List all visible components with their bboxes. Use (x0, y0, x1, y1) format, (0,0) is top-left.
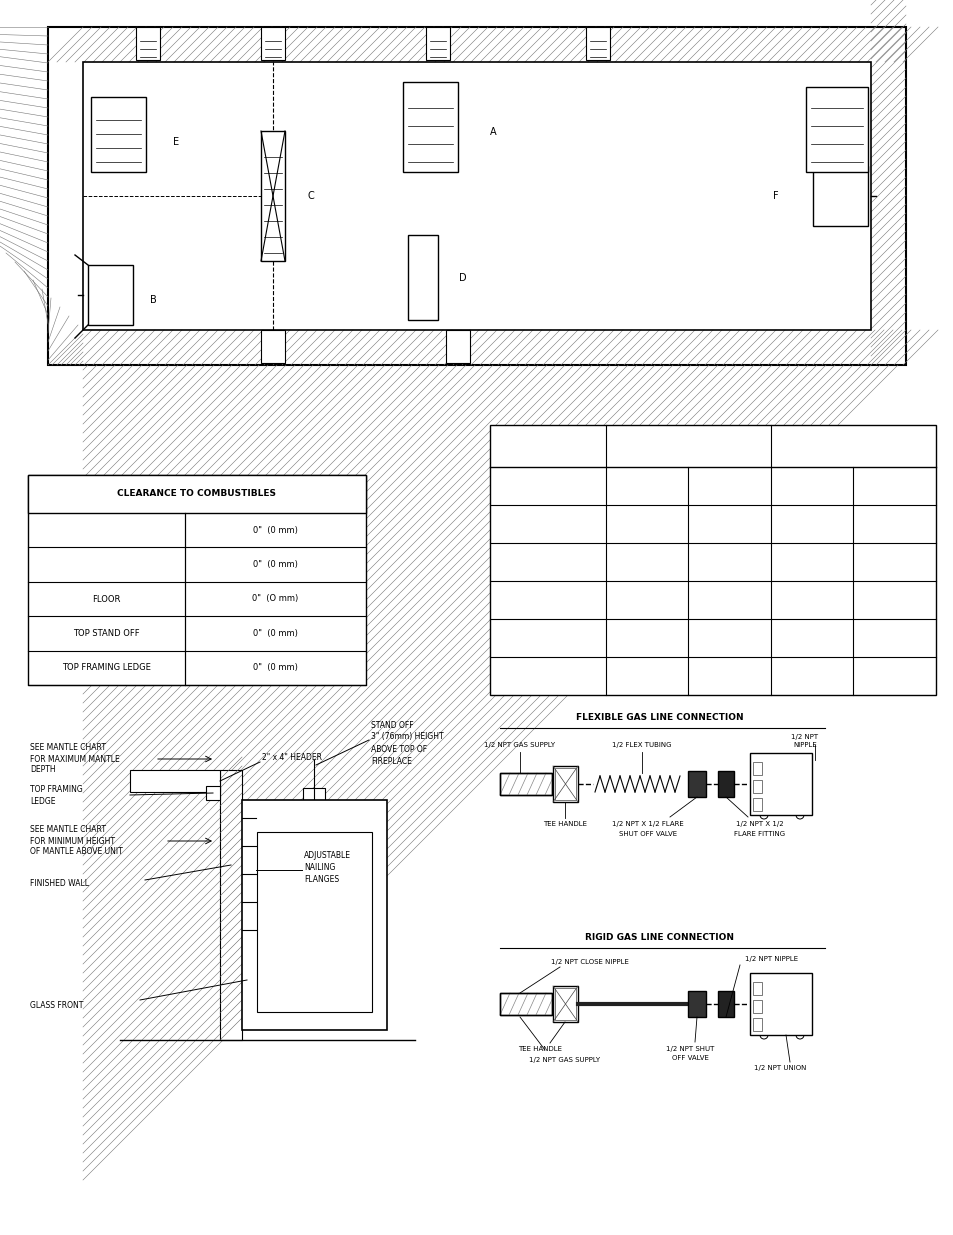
Bar (752, 1000, 761, 1013)
Text: SEE MANTLE CHART: SEE MANTLE CHART (30, 825, 106, 835)
Text: OFF VALVE: OFF VALVE (671, 1055, 708, 1061)
Bar (499, 993, 552, 1015)
Text: D: D (458, 273, 466, 283)
Text: 1/2 NPT GAS SUPPLY: 1/2 NPT GAS SUPPLY (529, 1057, 600, 1063)
Text: 0"  (0 mm): 0" (0 mm) (253, 561, 297, 569)
Text: 1/2 NPT NIPPLE: 1/2 NPT NIPPLE (744, 956, 798, 962)
Text: 1/2 NPT UNION: 1/2 NPT UNION (753, 1065, 805, 1071)
Bar (812, 165, 867, 226)
Text: B: B (150, 295, 156, 305)
Text: F: F (772, 191, 778, 201)
Text: STAND OFF: STAND OFF (371, 720, 414, 730)
Bar (136, 27, 160, 61)
Bar (490, 425, 935, 695)
Bar (749, 753, 811, 815)
Bar (446, 330, 470, 363)
Text: 1/2 NPT X 1/2: 1/2 NPT X 1/2 (736, 821, 783, 827)
Bar (303, 788, 325, 800)
Text: FLANGES: FLANGES (304, 874, 338, 883)
Text: 1/2 NPT GAS SUPPLY: 1/2 NPT GAS SUPPLY (484, 742, 555, 748)
Text: 0"  (0 mm): 0" (0 mm) (253, 663, 297, 672)
Text: TOP FRAMING: TOP FRAMING (30, 785, 83, 794)
Bar (426, 27, 450, 61)
Text: C: C (307, 191, 314, 201)
Text: LEDGE: LEDGE (30, 797, 55, 805)
Bar (28, 475, 366, 513)
Bar (261, 27, 285, 61)
Text: FLEXIBLE GAS LINE CONNECTION: FLEXIBLE GAS LINE CONNECTION (576, 713, 743, 721)
Text: 1/2 FLEX TUBING: 1/2 FLEX TUBING (612, 742, 671, 748)
Text: OF MANTLE ABOVE UNIT: OF MANTLE ABOVE UNIT (30, 847, 123, 857)
Text: RIGID GAS LINE CONNECTION: RIGID GAS LINE CONNECTION (585, 932, 734, 941)
Bar (553, 986, 578, 1023)
Text: 1/2 NPT CLOSE NIPPLE: 1/2 NPT CLOSE NIPPLE (551, 960, 628, 965)
Bar (805, 86, 867, 172)
Text: TEE HANDLE: TEE HANDLE (542, 821, 586, 827)
Text: 1/2 NPT SHUT: 1/2 NPT SHUT (665, 1046, 714, 1052)
Bar (408, 235, 437, 320)
Text: TOP STAND OFF: TOP STAND OFF (73, 629, 140, 638)
Bar (88, 266, 132, 325)
Bar (499, 773, 552, 795)
Text: ABOVE TOP OF: ABOVE TOP OF (371, 745, 427, 753)
Text: A: A (489, 127, 496, 137)
Text: E: E (172, 137, 179, 147)
Bar (749, 973, 811, 1035)
Bar (48, 27, 905, 366)
Text: NIPPLE: NIPPLE (792, 742, 816, 748)
Bar (499, 993, 552, 1015)
Text: NAILING: NAILING (304, 862, 335, 872)
Text: 3" (76mm) HEIGHT: 3" (76mm) HEIGHT (371, 732, 443, 741)
Bar (130, 769, 220, 792)
Text: ADJUSTABLE: ADJUSTABLE (304, 851, 351, 860)
Text: 1/2 NPT X 1/2 FLARE: 1/2 NPT X 1/2 FLARE (612, 821, 683, 827)
Text: FINISHED WALL: FINISHED WALL (30, 879, 89, 888)
Text: FOR MAXIMUM MANTLE: FOR MAXIMUM MANTLE (30, 755, 120, 763)
Bar (220, 769, 242, 1040)
Bar (553, 766, 578, 802)
Bar (91, 98, 146, 172)
Bar (242, 800, 387, 1030)
Text: GLASS FRONT: GLASS FRONT (30, 1000, 83, 1009)
Bar (28, 475, 366, 685)
Bar (585, 27, 609, 61)
Bar (752, 762, 761, 776)
Bar (256, 832, 372, 1011)
Bar (687, 771, 705, 797)
Text: FOR MINIMUM HEIGHT: FOR MINIMUM HEIGHT (30, 836, 115, 846)
Text: 2" x 4" HEADER: 2" x 4" HEADER (262, 752, 322, 762)
Bar (555, 768, 576, 800)
Text: SEE MANTLE CHART: SEE MANTLE CHART (30, 743, 106, 752)
Text: TEE HANDLE: TEE HANDLE (517, 1046, 561, 1052)
Text: 0"  (O mm): 0" (O mm) (253, 594, 298, 604)
Text: 1/2 NPT: 1/2 NPT (791, 734, 818, 740)
Bar (752, 982, 761, 995)
Text: CLEARANCE TO COMBUSTIBLES: CLEARANCE TO COMBUSTIBLES (117, 489, 276, 499)
Text: 0"  (0 mm): 0" (0 mm) (253, 526, 297, 535)
Text: FIREPLACE: FIREPLACE (371, 757, 412, 766)
Text: FLARE FITTING: FLARE FITTING (734, 831, 784, 837)
Bar (718, 771, 733, 797)
Text: DEPTH: DEPTH (30, 766, 55, 774)
Bar (718, 990, 733, 1016)
Bar (752, 1018, 761, 1031)
Text: 0"  (0 mm): 0" (0 mm) (253, 629, 297, 638)
Bar (402, 82, 457, 172)
Bar (555, 988, 576, 1020)
Bar (499, 773, 552, 795)
Text: FLOOR: FLOOR (92, 594, 121, 604)
Text: SHUT OFF VALVE: SHUT OFF VALVE (618, 831, 677, 837)
Bar (752, 798, 761, 811)
Bar (206, 785, 220, 800)
Bar (261, 330, 285, 363)
Bar (83, 62, 870, 330)
Bar (261, 131, 285, 261)
Bar (687, 990, 705, 1016)
Bar (752, 781, 761, 793)
Text: TOP FRAMING LEDGE: TOP FRAMING LEDGE (62, 663, 151, 672)
